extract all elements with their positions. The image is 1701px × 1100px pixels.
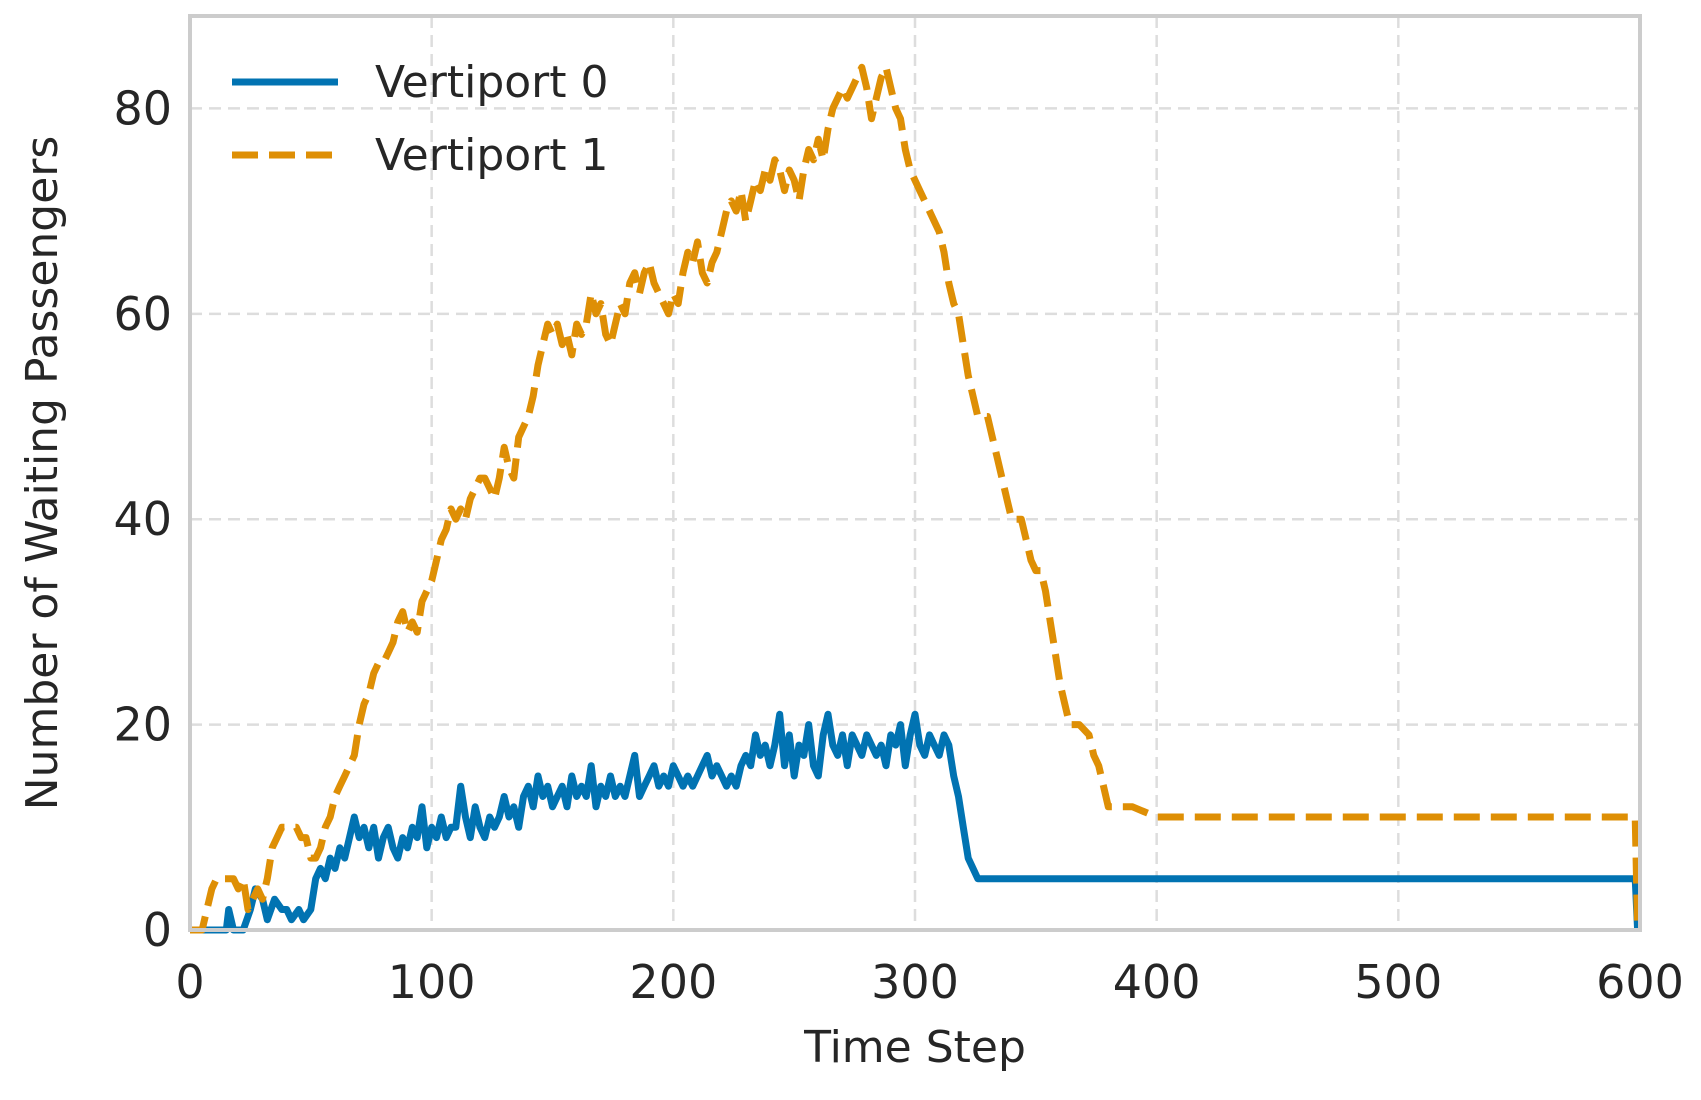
x-tick-label: 100 [388, 955, 476, 1009]
y-tick-label: 60 [113, 287, 172, 341]
x-axis-label: Time Step [803, 1022, 1026, 1073]
x-tick-label: 300 [871, 955, 959, 1009]
y-tick-label: 20 [113, 698, 172, 752]
y-axis-label: Number of Waiting Passengers [17, 136, 68, 811]
x-tick-label: 500 [1354, 955, 1442, 1009]
y-tick-label: 80 [113, 81, 172, 135]
legend: Vertiport 0 Vertiport 1 [232, 57, 609, 181]
x-axis-ticks: 0 100 200 300 400 500 600 [175, 955, 1684, 1009]
legend-label-1: Vertiport 1 [375, 130, 609, 181]
y-axis-ticks: 0 20 40 60 80 [113, 81, 172, 957]
plot-area-frame [188, 14, 1642, 932]
x-tick-label: 0 [175, 955, 204, 1009]
x-tick-label: 600 [1596, 955, 1684, 1009]
series-line-0 [190, 710, 1642, 934]
y-tick-label: 0 [143, 903, 172, 957]
series-lines [190, 63, 1642, 934]
legend-label-0: Vertiport 0 [375, 57, 609, 108]
grid-lines [188, 16, 1642, 932]
series-line-1 [190, 63, 1642, 934]
x-tick-label: 200 [629, 955, 717, 1009]
y-tick-label: 40 [113, 492, 172, 546]
x-tick-label: 400 [1113, 955, 1201, 1009]
